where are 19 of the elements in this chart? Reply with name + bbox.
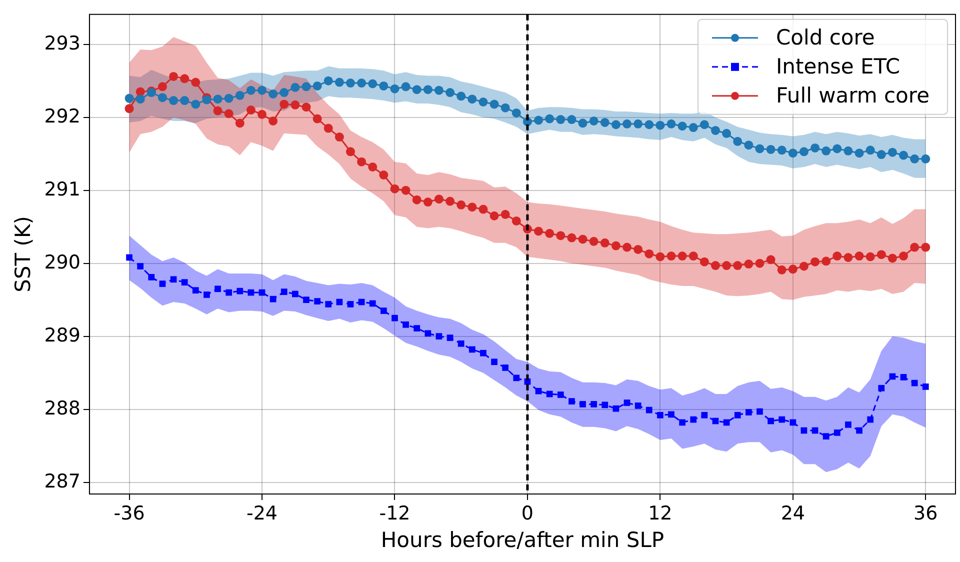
y-axis-title: SST (K) [11, 216, 36, 292]
y-tick-label: 288 [44, 397, 80, 420]
legend-label: Cold core [776, 25, 875, 50]
y-tick-label: 287 [44, 470, 80, 492]
y-tick-label: 293 [44, 32, 80, 54]
y-tick-label: 290 [44, 251, 80, 274]
legend-label: Intense ETC [776, 54, 900, 78]
x-tick-label: -12 [379, 502, 410, 524]
x-tick-label: 24 [780, 502, 806, 524]
x-tick-label: -36 [114, 502, 145, 524]
x-tick-label: 0 [521, 502, 534, 524]
y-tick-label: 291 [44, 178, 80, 200]
y-tick-label: 292 [44, 105, 80, 128]
x-tick-label: 36 [914, 502, 938, 524]
legend-label: Full warm core [776, 83, 930, 108]
x-axis-title: Hours before/after min SLP [380, 528, 664, 552]
x-tick-label: -24 [246, 502, 278, 524]
x-tick-label: 12 [648, 502, 672, 524]
y-tick-label: 289 [44, 324, 80, 346]
